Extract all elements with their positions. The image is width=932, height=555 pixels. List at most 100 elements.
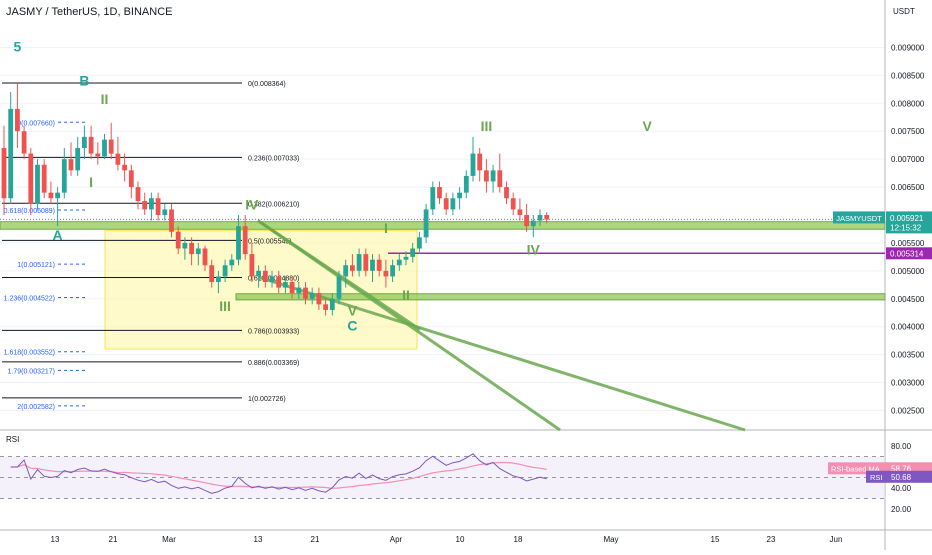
candle-body xyxy=(102,139,107,157)
rsi-value: 50.68 xyxy=(891,473,912,482)
candle-body xyxy=(410,248,416,257)
level-price-tag xyxy=(886,247,932,260)
candle xyxy=(202,245,208,271)
candle xyxy=(55,187,60,227)
candle xyxy=(149,192,154,221)
candle xyxy=(15,83,20,148)
candle-body xyxy=(350,265,355,271)
time-tick-label: 13 xyxy=(254,535,263,544)
last-symbol-text: JASMYUSDT xyxy=(836,214,882,223)
candle xyxy=(524,203,529,232)
price-tick-label: 0.006500 xyxy=(891,183,925,192)
candle xyxy=(530,215,536,238)
candle-body xyxy=(450,198,456,210)
candle-body xyxy=(323,304,328,310)
candle-body xyxy=(544,215,550,220)
candle xyxy=(517,198,523,221)
candle xyxy=(236,215,241,266)
candle-body xyxy=(1,147,7,199)
price-tick-label: 0.009000 xyxy=(891,43,925,52)
support-zone xyxy=(235,293,886,301)
candle-body xyxy=(484,170,489,182)
candle-body xyxy=(249,254,255,277)
wave-label: A xyxy=(53,227,63,243)
wave-label: II xyxy=(402,287,410,303)
candle-body xyxy=(437,187,442,199)
candle-body xyxy=(423,209,429,238)
candle-body xyxy=(75,147,81,171)
candle-body xyxy=(430,187,436,210)
candle xyxy=(477,147,483,182)
candle-body xyxy=(283,282,288,288)
candle xyxy=(356,248,362,277)
candle-body xyxy=(370,259,375,271)
rsi-value-tag xyxy=(886,470,932,483)
candle-body xyxy=(530,220,536,227)
candle-body xyxy=(55,192,60,199)
price-tick-label: 0.004500 xyxy=(891,295,925,304)
candle xyxy=(336,270,342,305)
candle xyxy=(82,125,87,160)
candle xyxy=(316,287,322,310)
wave-label: V xyxy=(348,303,358,319)
candle-body xyxy=(28,153,34,204)
candle xyxy=(48,181,54,204)
candle xyxy=(155,192,161,221)
currency-label: USDT xyxy=(893,7,915,16)
candle-body xyxy=(82,136,87,148)
candle xyxy=(370,254,375,283)
candle xyxy=(390,259,395,283)
time-tick-label: Mar xyxy=(162,535,176,544)
candle-body xyxy=(175,231,181,249)
candle xyxy=(142,192,148,215)
candle xyxy=(470,136,476,182)
candle-body xyxy=(68,159,74,171)
rsi-pane: RSI xyxy=(0,435,885,499)
candle xyxy=(309,287,315,305)
candle xyxy=(276,270,282,294)
candle-body xyxy=(336,276,342,299)
candle xyxy=(544,212,550,224)
candle xyxy=(102,134,107,160)
candle-body xyxy=(128,170,134,188)
candle xyxy=(195,242,201,266)
candle xyxy=(303,282,308,305)
candle xyxy=(169,203,174,238)
wave-label: B xyxy=(79,72,89,88)
candle xyxy=(108,122,114,160)
fib-level-label: 0.5(0.005545) xyxy=(248,238,292,245)
candle-body xyxy=(497,170,503,188)
candle-body xyxy=(289,282,295,294)
rsi-tick-label: 40.00 xyxy=(891,484,912,493)
candle xyxy=(216,270,221,294)
wave-label: II xyxy=(101,91,109,107)
rsi-pane-title: RSI xyxy=(6,435,19,444)
wave-label: V xyxy=(643,118,653,134)
level-price-text: 0.005314 xyxy=(890,249,924,258)
candle-body xyxy=(15,108,20,132)
fib-level-label: 0.886(0.003369) xyxy=(248,360,299,367)
candle-body xyxy=(162,209,168,215)
candle-body xyxy=(108,139,114,154)
candle xyxy=(88,125,94,160)
candle xyxy=(437,181,442,204)
candle-body xyxy=(269,276,275,283)
fib-ext-label: 0.618(0.006089) xyxy=(4,208,55,215)
candle xyxy=(182,237,188,260)
candle xyxy=(430,181,436,215)
candle xyxy=(41,159,47,199)
candle xyxy=(222,259,228,283)
candle xyxy=(269,270,275,288)
candle-body xyxy=(403,256,409,260)
candle xyxy=(249,242,255,283)
time-tick-label: 10 xyxy=(456,535,465,544)
candle xyxy=(510,192,516,215)
candle xyxy=(403,251,409,266)
candle-body xyxy=(457,192,462,199)
candle-body xyxy=(303,287,308,299)
candle-body xyxy=(149,198,154,210)
candle xyxy=(95,142,101,165)
candle xyxy=(115,136,121,171)
candle xyxy=(256,265,261,288)
